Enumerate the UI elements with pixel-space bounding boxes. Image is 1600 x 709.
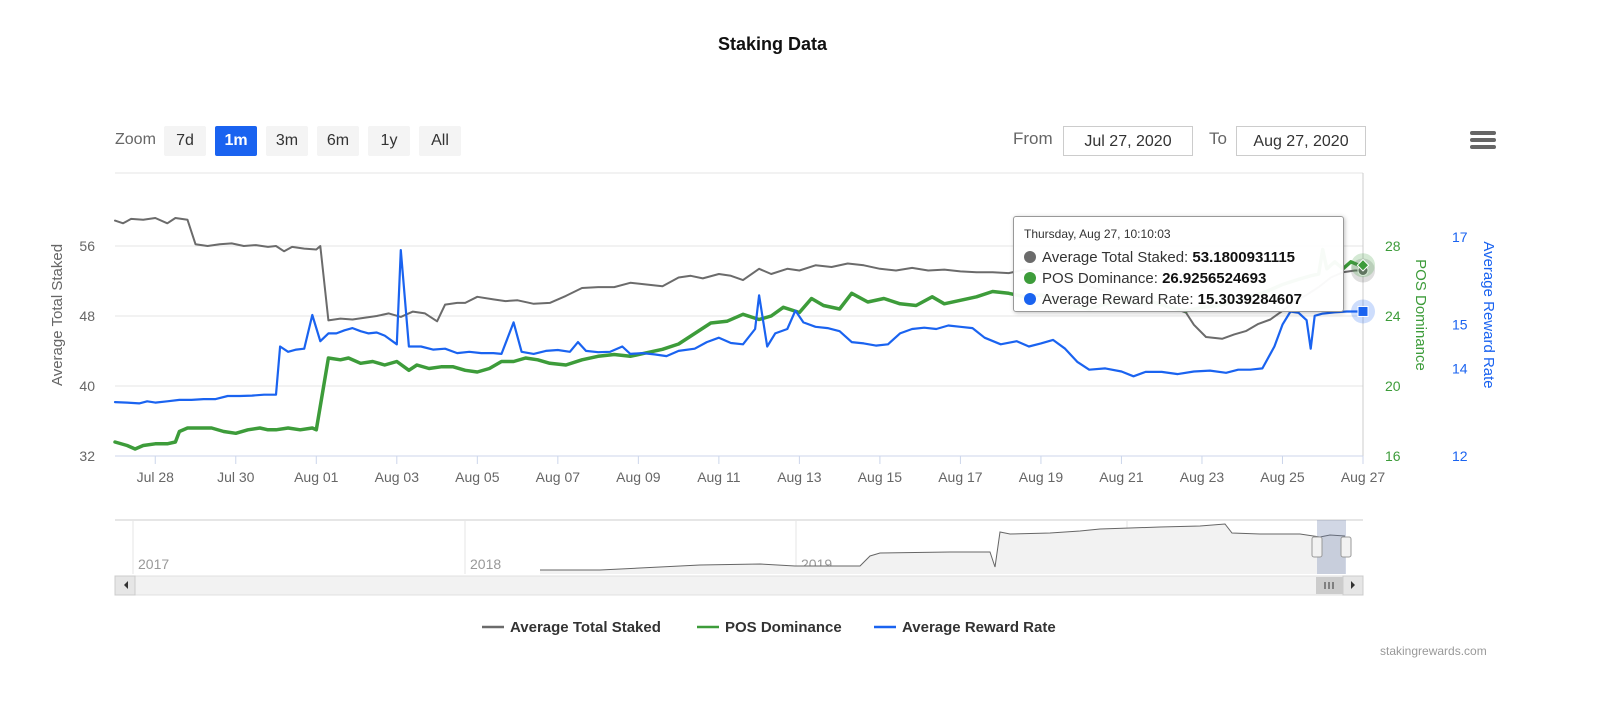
navigator-year-label: 2018 <box>470 556 501 572</box>
x-tick-label: Jul 28 <box>137 469 175 485</box>
y-tick-label: 20 <box>1385 378 1401 394</box>
x-tick-label: Aug 13 <box>777 469 822 485</box>
x-tick-label: Aug 23 <box>1180 469 1225 485</box>
navigator-line <box>540 523 1346 571</box>
zoom-6m-button[interactable]: 6m <box>317 126 359 156</box>
x-tick-label: Aug 11 <box>697 469 741 485</box>
scroll-right-arrow-icon <box>1351 581 1355 589</box>
y-tick-label: 15 <box>1452 317 1468 333</box>
hamburger-menu-icon[interactable] <box>1470 131 1496 151</box>
y-tick-label: 14 <box>1452 360 1468 376</box>
legend-item: POS Dominance <box>725 619 842 636</box>
zoom-label: Zoom <box>115 131 156 148</box>
zoom-all-button[interactable]: All <box>419 126 461 156</box>
tooltip-dot-icon <box>1024 272 1036 284</box>
x-tick-label: Aug 21 <box>1099 469 1144 485</box>
to-label: To <box>1209 129 1227 148</box>
y-tick-label: 40 <box>79 378 95 394</box>
axis-title-dominance: POS Dominance <box>1412 259 1429 371</box>
tooltip-row-staked: Average Total Staked: 53.1800931115 <box>1024 247 1333 268</box>
x-tick-label: Aug 17 <box>938 469 983 485</box>
x-tick-label: Aug 05 <box>455 469 500 485</box>
zoom-3m-button[interactable]: 3m <box>266 126 308 156</box>
from-label: From <box>1013 129 1053 148</box>
zoom-1y-button[interactable]: 1y <box>368 126 410 156</box>
chart-title: Staking Data <box>717 34 828 54</box>
axis-title-reward: Average Reward Rate <box>1480 241 1497 388</box>
x-tick-label: Aug 09 <box>616 469 661 485</box>
zoom-7d-button[interactable]: 7d <box>164 126 206 156</box>
x-tick-label: Aug 03 <box>375 469 420 485</box>
tooltip-row-reward: Average Reward Rate: 15.3039284607 <box>1024 289 1333 310</box>
from-date-input[interactable]: Jul 27, 2020 <box>1063 126 1193 156</box>
y-tick-label: 28 <box>1385 238 1401 254</box>
reward-line <box>113 249 1365 405</box>
y-tick-label: 12 <box>1452 448 1468 464</box>
credit-link[interactable]: stakingrewards.com <box>1380 644 1487 658</box>
scrollbar-track <box>114 575 1364 596</box>
tooltip-dot-icon <box>1024 251 1036 263</box>
navigator-area <box>540 524 1345 574</box>
tooltip-row-dominance: POS Dominance: 26.9256524693 <box>1024 268 1333 289</box>
x-tick-label: Jul 30 <box>217 469 255 485</box>
y-tick-label: 16 <box>1385 448 1401 464</box>
x-tick-label: Aug 25 <box>1260 469 1305 485</box>
x-tick-label: Aug 27 <box>1341 469 1386 485</box>
y-tick-label: 56 <box>79 238 95 254</box>
to-date-input[interactable]: Aug 27, 2020 <box>1236 126 1366 156</box>
y-tick-label: 48 <box>79 308 95 324</box>
x-tick-label: Aug 01 <box>294 469 339 485</box>
navigator-handle-left <box>1311 536 1323 558</box>
navigator-handle-right <box>1340 536 1352 558</box>
x-tick-label: Aug 07 <box>536 469 581 485</box>
y-tick-label: 32 <box>79 448 95 464</box>
x-tick-label: Aug 19 <box>1019 469 1064 485</box>
tooltip-dot-icon <box>1024 293 1036 305</box>
hover-marker <box>1357 305 1369 317</box>
legend-item: Average Total Staked <box>510 619 661 636</box>
y-tick-label: 17 <box>1452 229 1468 245</box>
tooltip-header: Thursday, Aug 27, 10:10:03 <box>1024 227 1171 241</box>
axis-title-staked: Average Total Staked <box>49 244 66 386</box>
legend-item: Average Reward Rate <box>902 619 1056 636</box>
hover-marker <box>1356 258 1370 272</box>
y-tick-label: 24 <box>1385 308 1401 324</box>
navigator-year-label: 2017 <box>138 556 169 572</box>
x-tick-label: Aug 15 <box>858 469 903 485</box>
scroll-left-arrow-icon <box>124 581 128 589</box>
tooltip: Thursday, Aug 27, 10:10:03 Average Total… <box>1013 216 1344 312</box>
zoom-1m-button[interactable]: 1m <box>215 126 257 156</box>
